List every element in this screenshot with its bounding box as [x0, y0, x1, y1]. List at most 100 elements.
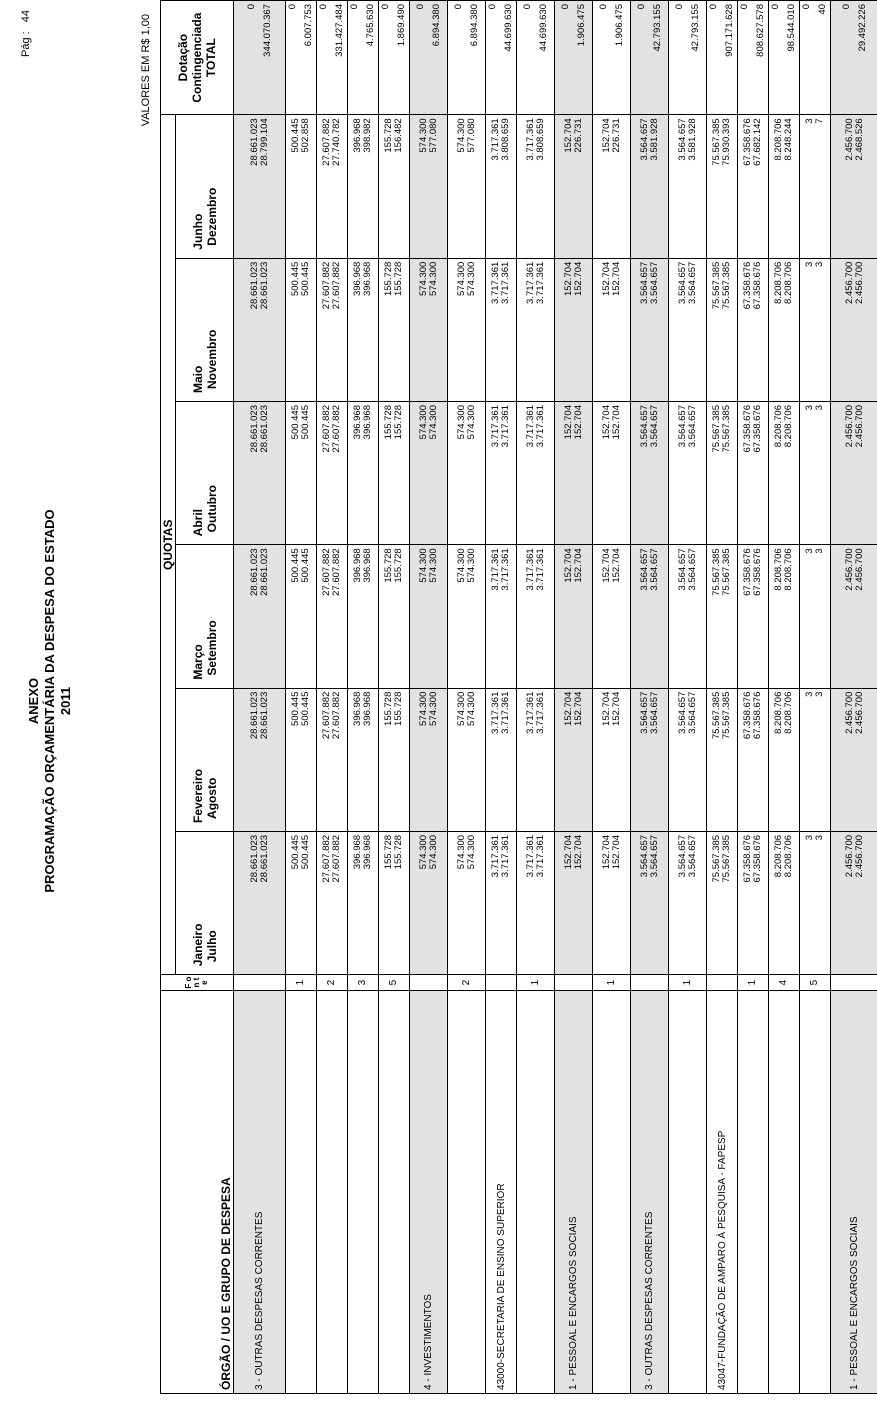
quota-cell: 75.567.385 75.567.385: [706, 401, 738, 545]
table-row: 3 - OUTRAS DESPESAS CORRENTES 3.564.657 3.…: [630, 0, 669, 1394]
month-header: Abril Outubro: [175, 401, 234, 545]
quota-value: 3: [804, 261, 815, 267]
quota-cell: 27.607.882 27.740.782: [316, 114, 348, 259]
quota-value: 577.080: [427, 118, 439, 153]
total-value: 29.492.226: [856, 4, 868, 52]
quota-value: 3.808.659: [500, 118, 511, 161]
quota-cell: 574.300 574.300: [447, 258, 486, 402]
annex-title: ANEXO: [26, 677, 41, 725]
total-value: 4.765.630: [365, 4, 376, 47]
quota-value: 3.717.361: [500, 261, 511, 304]
quota-cell: 155.728 155.728: [378, 544, 410, 689]
quota-value: 574.300: [465, 548, 477, 583]
quota-value: 500.445: [300, 548, 311, 583]
quota-value: 28.661.023: [258, 405, 270, 453]
quota-value: 152.704: [562, 691, 574, 726]
quota-value: 3.564.657: [686, 691, 698, 734]
quota-value: 75.567.385: [721, 548, 732, 596]
quota-value: 574.300: [455, 261, 467, 297]
row-label: 1 - PESSOAL E ENCARGOS SOCIAIS: [830, 990, 877, 1394]
quota-cell: 75.567.385 75.930.393: [706, 114, 738, 259]
total-cell: 0 42.793.155: [668, 0, 707, 115]
quota-value: 155.728: [393, 691, 404, 726]
quota-value: 152.704: [572, 691, 584, 726]
dotacao-value: 0: [414, 4, 426, 10]
quota-value: 3: [814, 691, 825, 697]
quota-value: 3.717.361: [500, 548, 511, 591]
quota-value: 2.456.700: [843, 548, 855, 591]
quota-cell: 396.968 396.968: [347, 258, 379, 402]
fonte-cell: 1: [668, 974, 707, 991]
total-cell: 0 1.869.490: [378, 0, 410, 115]
quota-value: 574.300: [455, 834, 467, 870]
fonte-cell: 4: [768, 974, 800, 991]
quota-cell: 3.564.657 3.564.657: [630, 258, 669, 402]
quota-cell: 500.445 500.445: [285, 688, 317, 832]
quota-cell: 152.704 152.704: [554, 258, 593, 402]
dotacao-value: 0: [521, 4, 533, 10]
quota-cell: 28.661.023 28.661.023: [233, 544, 286, 689]
quota-value: 3: [804, 118, 815, 124]
quota-cell: 574.300 574.300: [447, 688, 486, 832]
quota-cell: 574.300 574.300: [409, 401, 448, 545]
quota-value: 500.445: [300, 691, 311, 726]
fonte-cell: 1: [592, 974, 631, 991]
quota-value: 574.300: [455, 405, 467, 440]
quota-value: 3.564.657: [686, 834, 698, 878]
month-label: Dezembro: [204, 187, 219, 246]
table-row: 1 67.358.676 67.358.676 67.358.676 67.358.67…: [737, 0, 769, 1394]
quota-cell: 3.564.657 3.581.928: [630, 114, 669, 259]
quota-value: 27.607.882: [331, 834, 342, 883]
quota-value: 2.456.700: [853, 405, 865, 448]
total-cell: 0 6.894.380: [409, 0, 448, 115]
quota-value: 2.456.700: [843, 261, 855, 304]
row-label: [447, 990, 486, 1394]
total-cell: 0 40: [799, 0, 831, 115]
quota-value: 574.300: [455, 548, 467, 583]
quota-value: 152.704: [610, 405, 622, 440]
quota-value: 396.968: [362, 548, 373, 583]
header-row-1: ÓRGÃO / UO E GRUPO DE DESPESA F o n t e …: [160, 0, 234, 1394]
quota-value: 574.300: [417, 118, 429, 153]
quota-value: 8.208.706: [783, 691, 794, 734]
dotacao-value: 0: [673, 4, 685, 10]
fonte-cell: 1: [737, 974, 769, 991]
quota-value: 3: [804, 548, 815, 554]
row-label: 43047-FUNDAÇÃO DE AMPARO À PESQUISA - FA…: [706, 990, 738, 1394]
quota-value: 152.704: [600, 834, 612, 870]
quota-cell: 3.717.361 3.717.361: [485, 544, 517, 689]
total-value: 44.699.630: [503, 4, 514, 52]
quota-value: 2.456.700: [843, 691, 855, 734]
quota-value: 75.567.385: [721, 261, 732, 310]
quota-value: 3.717.361: [524, 118, 536, 161]
quota-cell: 8.208.706 8.208.706: [768, 831, 800, 975]
quota-value: 574.300: [427, 834, 439, 870]
quota-value: 75.930.393: [721, 118, 732, 166]
row-label: [668, 990, 707, 1394]
fonte-cell: [409, 974, 448, 991]
page-number: Pág : 44: [20, 10, 32, 57]
dotacao-value: 0: [487, 4, 498, 10]
quota-value: 574.300: [465, 261, 477, 297]
quota-cell: 3.564.657 3.564.657: [630, 688, 669, 832]
quota-value: 3.564.657: [676, 118, 688, 161]
quota-value: 152.704: [600, 691, 612, 726]
quota-value: 3.564.657: [676, 548, 688, 591]
quota-cell: 67.358.676 67.358.676: [737, 688, 769, 832]
quota-value: 396.968: [362, 405, 373, 440]
total-value: 331.427.484: [334, 4, 345, 57]
table-body: 3 - OUTRAS DESPESAS CORRENTES 28.661.023 2…: [233, 0, 877, 1394]
quota-value: 28.661.023: [248, 834, 260, 883]
quota-cell: 3.717.361 3.808.659: [516, 114, 555, 259]
row-label: 3 - OUTRAS DESPESAS CORRENTES: [233, 990, 286, 1394]
quota-value: 152.704: [562, 548, 574, 583]
quota-cell: 3.717.361 3.717.361: [516, 831, 555, 975]
quota-value: 396.968: [362, 691, 373, 726]
quota-cell: 152.704 152.704: [554, 401, 593, 545]
quota-value: 574.300: [455, 118, 467, 153]
quota-cell: 2.456.700 2.456.700: [830, 544, 877, 689]
quota-value: 574.300: [417, 261, 429, 297]
quota-value: 3.564.657: [648, 261, 660, 304]
table-row: 1 - PESSOAL E ENCARGOS SOCIAIS 2.456.700 2…: [830, 0, 877, 1394]
quota-value: 27.740.782: [331, 118, 342, 166]
